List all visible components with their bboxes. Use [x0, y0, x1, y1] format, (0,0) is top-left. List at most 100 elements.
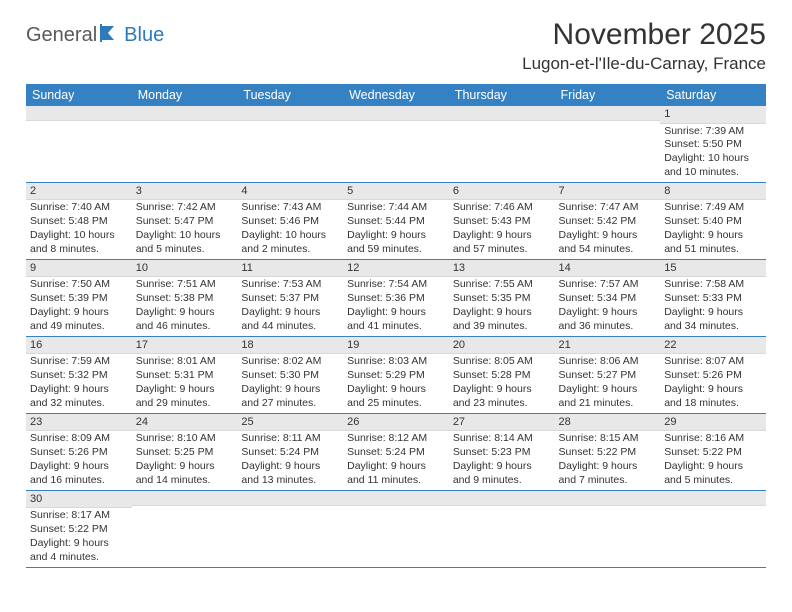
calendar-day-cell: 15Sunrise: 7:58 AMSunset: 5:33 PMDayligh…	[660, 259, 766, 336]
day-details: Sunrise: 7:53 AMSunset: 5:37 PMDaylight:…	[237, 277, 343, 335]
day-number: 23	[26, 414, 132, 432]
day-number	[26, 106, 132, 121]
day-details: Sunrise: 8:15 AMSunset: 5:22 PMDaylight:…	[555, 431, 661, 489]
day-number: 1	[660, 106, 766, 124]
sunrise-text: Sunrise: 8:03 AM	[347, 355, 445, 369]
daylight-text: Daylight: 10 hours and 2 minutes.	[241, 229, 339, 257]
day-number: 18	[237, 337, 343, 355]
sunrise-text: Sunrise: 7:42 AM	[136, 201, 234, 215]
sunset-text: Sunset: 5:47 PM	[136, 215, 234, 229]
daylight-text: Daylight: 10 hours and 5 minutes.	[136, 229, 234, 257]
calendar-day-cell	[237, 106, 343, 182]
weekday-header: Sunday	[26, 84, 132, 106]
daylight-text: Daylight: 9 hours and 39 minutes.	[453, 306, 551, 334]
sunrise-text: Sunrise: 8:06 AM	[559, 355, 657, 369]
sunrise-text: Sunrise: 7:51 AM	[136, 278, 234, 292]
day-details: Sunrise: 8:17 AMSunset: 5:22 PMDaylight:…	[26, 508, 132, 566]
calendar-day-cell: 18Sunrise: 8:02 AMSunset: 5:30 PMDayligh…	[237, 336, 343, 413]
calendar-day-cell: 21Sunrise: 8:06 AMSunset: 5:27 PMDayligh…	[555, 336, 661, 413]
day-number: 27	[449, 414, 555, 432]
sunrise-text: Sunrise: 8:10 AM	[136, 432, 234, 446]
daylight-text: Daylight: 9 hours and 57 minutes.	[453, 229, 551, 257]
day-number: 17	[132, 337, 238, 355]
weekday-header-row: Sunday Monday Tuesday Wednesday Thursday…	[26, 84, 766, 106]
sunrise-text: Sunrise: 7:46 AM	[453, 201, 551, 215]
calendar-day-cell	[343, 490, 449, 567]
day-details: Sunrise: 7:54 AMSunset: 5:36 PMDaylight:…	[343, 277, 449, 335]
sunrise-text: Sunrise: 7:59 AM	[30, 355, 128, 369]
day-details: Sunrise: 7:49 AMSunset: 5:40 PMDaylight:…	[660, 200, 766, 258]
calendar-week-row: 2Sunrise: 7:40 AMSunset: 5:48 PMDaylight…	[26, 182, 766, 259]
day-number	[449, 491, 555, 506]
day-number: 7	[555, 183, 661, 201]
calendar-day-cell: 5Sunrise: 7:44 AMSunset: 5:44 PMDaylight…	[343, 182, 449, 259]
sunrise-text: Sunrise: 7:54 AM	[347, 278, 445, 292]
sunset-text: Sunset: 5:29 PM	[347, 369, 445, 383]
daylight-text: Daylight: 9 hours and 51 minutes.	[664, 229, 762, 257]
sunset-text: Sunset: 5:23 PM	[453, 446, 551, 460]
sunset-text: Sunset: 5:34 PM	[559, 292, 657, 306]
sunrise-text: Sunrise: 7:44 AM	[347, 201, 445, 215]
sunset-text: Sunset: 5:35 PM	[453, 292, 551, 306]
sunset-text: Sunset: 5:28 PM	[453, 369, 551, 383]
daylight-text: Daylight: 9 hours and 46 minutes.	[136, 306, 234, 334]
sunset-text: Sunset: 5:22 PM	[30, 523, 128, 537]
calendar-day-cell: 24Sunrise: 8:10 AMSunset: 5:25 PMDayligh…	[132, 413, 238, 490]
sunrise-text: Sunrise: 8:11 AM	[241, 432, 339, 446]
calendar-day-cell	[555, 490, 661, 567]
daylight-text: Daylight: 9 hours and 59 minutes.	[347, 229, 445, 257]
day-number: 22	[660, 337, 766, 355]
calendar-day-cell: 29Sunrise: 8:16 AMSunset: 5:22 PMDayligh…	[660, 413, 766, 490]
daylight-text: Daylight: 9 hours and 4 minutes.	[30, 537, 128, 565]
day-number	[555, 491, 661, 506]
sunset-text: Sunset: 5:32 PM	[30, 369, 128, 383]
day-number: 30	[26, 491, 132, 509]
day-number: 12	[343, 260, 449, 278]
day-number: 21	[555, 337, 661, 355]
calendar-day-cell: 10Sunrise: 7:51 AMSunset: 5:38 PMDayligh…	[132, 259, 238, 336]
day-number: 13	[449, 260, 555, 278]
day-details: Sunrise: 7:47 AMSunset: 5:42 PMDaylight:…	[555, 200, 661, 258]
sunrise-text: Sunrise: 7:40 AM	[30, 201, 128, 215]
sunset-text: Sunset: 5:31 PM	[136, 369, 234, 383]
sunset-text: Sunset: 5:24 PM	[241, 446, 339, 460]
calendar-day-cell: 12Sunrise: 7:54 AMSunset: 5:36 PMDayligh…	[343, 259, 449, 336]
weekday-header: Thursday	[449, 84, 555, 106]
day-number: 9	[26, 260, 132, 278]
daylight-text: Daylight: 9 hours and 54 minutes.	[559, 229, 657, 257]
calendar-table: Sunday Monday Tuesday Wednesday Thursday…	[26, 84, 766, 568]
daylight-text: Daylight: 9 hours and 11 minutes.	[347, 460, 445, 488]
sunset-text: Sunset: 5:37 PM	[241, 292, 339, 306]
calendar-day-cell: 30Sunrise: 8:17 AMSunset: 5:22 PMDayligh…	[26, 490, 132, 567]
day-details: Sunrise: 7:59 AMSunset: 5:32 PMDaylight:…	[26, 354, 132, 412]
day-number	[555, 106, 661, 121]
location: Lugon-et-l'Ile-du-Carnay, France	[522, 54, 766, 74]
sunset-text: Sunset: 5:50 PM	[664, 138, 762, 152]
daylight-text: Daylight: 9 hours and 18 minutes.	[664, 383, 762, 411]
daylight-text: Daylight: 9 hours and 23 minutes.	[453, 383, 551, 411]
calendar-body: 1Sunrise: 7:39 AMSunset: 5:50 PMDaylight…	[26, 106, 766, 567]
sunset-text: Sunset: 5:25 PM	[136, 446, 234, 460]
calendar-day-cell: 17Sunrise: 8:01 AMSunset: 5:31 PMDayligh…	[132, 336, 238, 413]
sunrise-text: Sunrise: 8:15 AM	[559, 432, 657, 446]
sunrise-text: Sunrise: 8:07 AM	[664, 355, 762, 369]
day-number: 29	[660, 414, 766, 432]
daylight-text: Daylight: 9 hours and 16 minutes.	[30, 460, 128, 488]
day-number: 11	[237, 260, 343, 278]
day-details: Sunrise: 7:40 AMSunset: 5:48 PMDaylight:…	[26, 200, 132, 258]
day-number: 25	[237, 414, 343, 432]
weekday-header: Tuesday	[237, 84, 343, 106]
flag-icon	[100, 24, 122, 47]
daylight-text: Daylight: 9 hours and 32 minutes.	[30, 383, 128, 411]
sunset-text: Sunset: 5:33 PM	[664, 292, 762, 306]
day-number	[132, 106, 238, 121]
day-details: Sunrise: 7:55 AMSunset: 5:35 PMDaylight:…	[449, 277, 555, 335]
daylight-text: Daylight: 9 hours and 14 minutes.	[136, 460, 234, 488]
day-number: 16	[26, 337, 132, 355]
daylight-text: Daylight: 9 hours and 9 minutes.	[453, 460, 551, 488]
calendar-day-cell	[132, 106, 238, 182]
logo: General Blue	[26, 24, 164, 47]
sunset-text: Sunset: 5:48 PM	[30, 215, 128, 229]
sunrise-text: Sunrise: 8:09 AM	[30, 432, 128, 446]
daylight-text: Daylight: 9 hours and 25 minutes.	[347, 383, 445, 411]
